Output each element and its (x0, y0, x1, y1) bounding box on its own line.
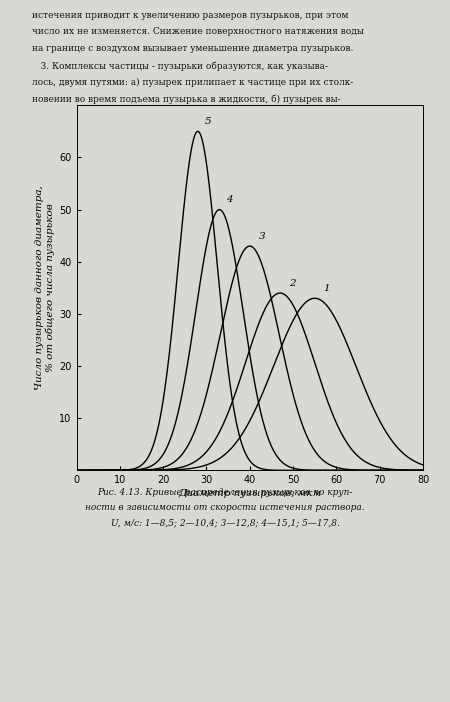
Text: U, м/с: 1—8,5; 2—10,4; 3—12,8; 4—15,1; 5—17,8.: U, м/с: 1—8,5; 2—10,4; 3—12,8; 4—15,1; 5… (111, 519, 339, 528)
Text: число их не изменяется. Снижение поверхностного натяжения воды: число их не изменяется. Снижение поверхн… (32, 27, 364, 37)
X-axis label: Диаметр пузырьков, мкм: Диаметр пузырьков, мкм (178, 489, 321, 498)
Text: 5: 5 (204, 117, 211, 126)
Text: 3: 3 (258, 232, 265, 241)
Text: 4: 4 (226, 195, 233, 204)
Text: истечения приводит к увеличению размеров пузырьков, при этом: истечения приводит к увеличению размеров… (32, 11, 348, 20)
Text: ности в зависимости от скорости истечения раствора.: ности в зависимости от скорости истечени… (85, 503, 365, 512)
Text: на границе с воздухом вызывает уменьшение диаметра пузырьков.: на границе с воздухом вызывает уменьшени… (32, 44, 353, 53)
Y-axis label: Число пузырьков данного диаметра,
% от общего числа пузырьков: Число пузырьков данного диаметра, % от о… (35, 185, 55, 390)
Text: 3. Комплексы частицы - пузырьки образуются, как указыва-: 3. Комплексы частицы - пузырьки образуют… (32, 61, 328, 71)
Text: 1: 1 (324, 284, 330, 293)
Text: Рис. 4.13. Кривые распределения пузырьков по круп-: Рис. 4.13. Кривые распределения пузырько… (97, 488, 353, 497)
Text: новении во время подъема пузырька в жидкости, б) пузырек вы-: новении во время подъема пузырька в жидк… (32, 95, 340, 105)
Text: лось, двумя путями: а) пузырек прилипает к частице при их столк-: лось, двумя путями: а) пузырек прилипает… (32, 78, 353, 87)
Text: 2: 2 (289, 279, 295, 288)
